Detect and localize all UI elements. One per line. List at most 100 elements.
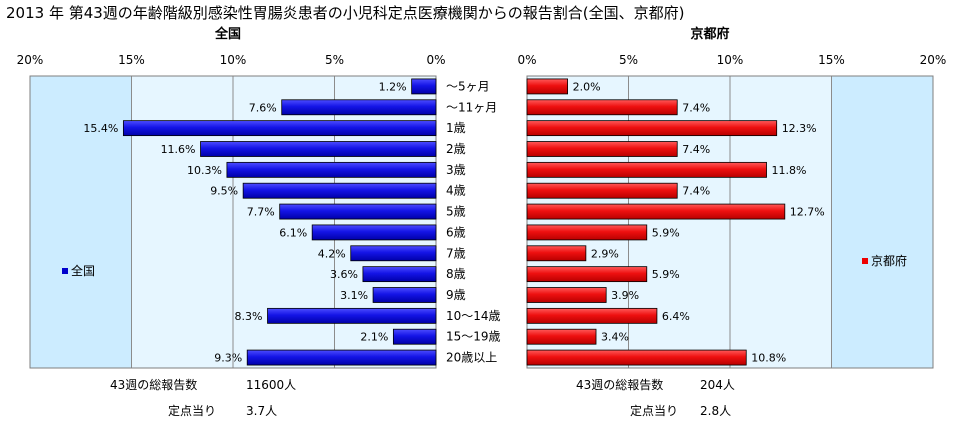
national-tick-label: 15% (118, 53, 145, 67)
national-value-label: 10.3% (187, 164, 222, 177)
national-tick-label: 20% (17, 53, 44, 67)
national-legend-label: 全国 (71, 263, 95, 278)
national-value-label: 1.2% (379, 80, 407, 93)
kyoto-panel-title: 京都府 (690, 26, 729, 42)
kyoto-bar (526, 141, 678, 157)
category-label: 3歳 (446, 163, 466, 177)
kyoto-tick-label: 20% (920, 53, 947, 67)
category-label: 10～14歳 (446, 309, 501, 323)
national-bar (246, 349, 437, 366)
category-label: 1歳 (446, 121, 466, 135)
kyoto-value-label: 12.7% (790, 206, 825, 219)
national-tick-label: 10% (220, 53, 247, 67)
kyoto-plot-band (730, 76, 832, 368)
kyoto-tick-label: 0% (517, 53, 536, 67)
national-total-label: 43週の総報告数 (110, 378, 198, 392)
kyoto-plot-band (527, 76, 629, 368)
kyoto-value-label: 3.4% (601, 331, 629, 344)
kyoto-tick-label: 5% (619, 53, 638, 67)
kyoto-legend-label: 京都府 (871, 253, 907, 268)
national-bar (311, 224, 437, 241)
kyoto-value-label: 5.9% (652, 226, 680, 239)
kyoto-tick-label: 15% (818, 53, 845, 67)
kyoto-value-label: 11.8% (772, 164, 807, 177)
kyoto-plot-band (628, 76, 730, 368)
kyoto-legend-swatch (862, 258, 868, 264)
national-value-label: 9.3% (214, 352, 242, 365)
national-bar (281, 99, 437, 116)
national-panel-title: 全国 (214, 26, 241, 42)
kyoto-value-label: 2.9% (591, 247, 619, 260)
category-label: 7歳 (446, 246, 466, 260)
kyoto-bar (526, 245, 587, 262)
kyoto-value-label: 7.4% (682, 101, 710, 114)
kyoto-bar (526, 78, 568, 95)
national-tick-label: 0% (426, 53, 445, 67)
national-value-label: 11.6% (161, 143, 196, 156)
national-bar (411, 78, 437, 95)
category-label: 8歳 (446, 267, 466, 281)
kyoto-bar (526, 266, 648, 283)
national-bar (242, 182, 437, 199)
kyoto-bar (526, 287, 607, 303)
national-bar (392, 328, 437, 345)
category-label: 2歳 (446, 142, 466, 156)
national-per-site-label: 定点当り (168, 404, 217, 418)
national-plot-band (334, 76, 436, 368)
chart-title: 2013 年 第43週の年齢階級別感染性胃腸炎患者の小児科定点医療機関からの報告… (6, 4, 685, 22)
kyoto-bar (526, 349, 747, 366)
category-label: ～11ヶ月 (446, 100, 497, 114)
kyoto-value-label: 2.0% (573, 80, 601, 93)
kyoto-value-label: 7.4% (682, 143, 710, 156)
national-value-label: 7.7% (247, 206, 275, 219)
category-label: 15～19歳 (446, 330, 501, 344)
national-plot-border (29, 75, 437, 369)
national-value-label: 2.1% (360, 331, 388, 344)
national-value-label: 6.1% (279, 226, 307, 239)
kyoto-value-label: 3.9% (611, 289, 639, 302)
kyoto-value-label: 7.4% (682, 185, 710, 198)
kyoto-per-site-value: 2.8人 (700, 404, 732, 418)
national-value-label: 15.4% (83, 122, 118, 135)
national-value-label: 4.2% (318, 247, 346, 260)
national-plot-band (30, 76, 132, 368)
kyoto-bar (526, 99, 678, 116)
national-bar (372, 287, 437, 303)
national-legend-swatch (62, 268, 68, 274)
kyoto-bar (526, 161, 767, 178)
category-label: 5歳 (446, 205, 466, 219)
national-plot-band (131, 76, 233, 368)
national-bar (122, 120, 437, 137)
national-plot-band (233, 76, 335, 368)
kyoto-plot-border (526, 75, 934, 369)
national-bar (362, 266, 437, 283)
kyoto-per-site-label: 定点当り (630, 404, 679, 418)
kyoto-total-value: 204人 (700, 378, 735, 392)
kyoto-bar (526, 203, 786, 220)
national-per-site-value: 3.7人 (246, 404, 278, 418)
national-bar (267, 307, 437, 324)
national-bar (350, 245, 437, 262)
kyoto-value-label: 6.4% (662, 310, 690, 323)
national-bar (200, 141, 437, 157)
kyoto-bar (526, 307, 658, 324)
national-value-label: 3.1% (340, 289, 368, 302)
kyoto-total-label: 43週の総報告数 (576, 378, 664, 392)
kyoto-value-label: 10.8% (751, 352, 786, 365)
national-tick-label: 5% (325, 53, 344, 67)
category-label: ～5ヶ月 (446, 79, 490, 93)
national-value-label: 9.5% (210, 185, 238, 198)
category-label: 4歳 (446, 184, 466, 198)
kyoto-value-label: 5.9% (652, 268, 680, 281)
national-bar (226, 161, 437, 178)
national-bar (279, 203, 437, 220)
kyoto-tick-label: 10% (717, 53, 744, 67)
national-total-value: 11600人 (246, 378, 297, 392)
national-value-label: 3.6% (330, 268, 358, 281)
kyoto-value-label: 12.3% (782, 122, 817, 135)
category-label: 20歳以上 (446, 351, 497, 365)
category-label: 9歳 (446, 288, 466, 302)
kyoto-bar (526, 182, 678, 199)
category-label: 6歳 (446, 225, 466, 239)
